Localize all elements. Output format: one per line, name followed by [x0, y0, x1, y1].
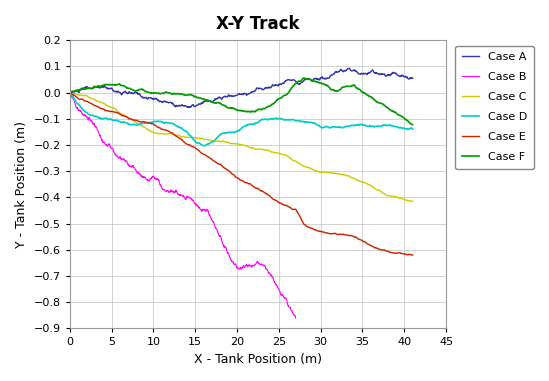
Case A [187, 105, 193, 110]
Line: Case D: Case D [70, 93, 413, 146]
Case D [410, 127, 416, 131]
Case A [346, 66, 352, 70]
Case C [66, 90, 73, 95]
Case E [410, 253, 416, 257]
Case C [376, 188, 382, 192]
Case A [285, 77, 292, 82]
Case D [150, 119, 157, 124]
Line: Case E: Case E [70, 93, 413, 255]
Case B [237, 266, 243, 271]
Case A [266, 85, 272, 90]
Line: Case F: Case F [70, 78, 413, 125]
Title: X-Y Track: X-Y Track [216, 15, 300, 33]
Case C [150, 130, 157, 134]
Case C [292, 158, 298, 163]
Case E [175, 135, 181, 139]
Case C [410, 199, 416, 204]
Case D [334, 125, 340, 130]
Line: Case B: Case B [70, 93, 295, 318]
Case E [376, 247, 382, 251]
Case B [227, 256, 234, 261]
Case A [66, 90, 73, 95]
Case E [292, 207, 298, 211]
Case C [175, 133, 181, 138]
Case D [66, 90, 73, 95]
Case F [334, 89, 340, 93]
Case D [175, 125, 181, 129]
Case E [150, 122, 157, 126]
Case F [163, 90, 170, 94]
Case D [376, 124, 383, 128]
Case F [66, 90, 73, 95]
Case F [150, 91, 157, 95]
Case B [125, 163, 132, 167]
Case F [300, 76, 307, 80]
Case B [91, 123, 98, 127]
Legend: Case A, Case B, Case C, Case D, Case E, Case F: Case A, Case B, Case C, Case D, Case E, … [455, 46, 534, 169]
Case F [376, 101, 383, 105]
Case F [410, 122, 416, 127]
X-axis label: X - Tank Position (m): X - Tank Position (m) [194, 353, 322, 366]
Case F [175, 91, 181, 96]
Case B [163, 189, 170, 194]
Case E [333, 232, 340, 237]
Case A [362, 71, 369, 76]
Case F [292, 82, 298, 86]
Line: Case C: Case C [70, 93, 413, 202]
Case C [333, 171, 340, 176]
Case A [87, 86, 94, 91]
Y-axis label: Y - Tank Position (m): Y - Tank Position (m) [15, 121, 28, 248]
Case E [408, 253, 415, 258]
Case A [275, 83, 282, 88]
Case E [66, 90, 73, 95]
Case A [327, 74, 333, 78]
Case D [163, 120, 170, 125]
Case E [163, 128, 170, 133]
Case D [292, 118, 299, 123]
Line: Case A: Case A [70, 68, 413, 107]
Case D [201, 144, 208, 148]
Case B [66, 90, 73, 95]
Case C [163, 131, 170, 136]
Case B [292, 315, 299, 320]
Case A [410, 76, 416, 81]
Case B [261, 264, 268, 268]
